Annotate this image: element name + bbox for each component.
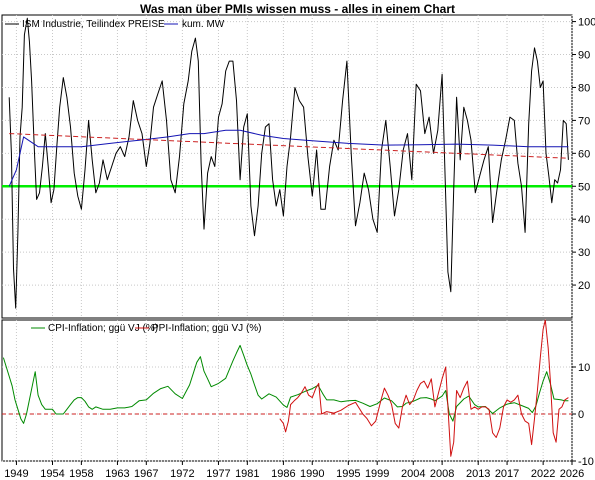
series-line-0-0 <box>8 17 569 309</box>
y-tick-label: 10 <box>578 362 590 374</box>
x-tick-label: 1958 <box>69 468 93 480</box>
y-tick-label: 50 <box>578 181 590 193</box>
x-tick-label: 1981 <box>235 468 259 480</box>
y-tick-label: 80 <box>578 82 590 94</box>
y-tick-label: 90 <box>578 50 590 62</box>
y-tick-label: 20 <box>578 280 590 292</box>
x-tick-label: 1977 <box>206 468 230 480</box>
y-tick-label: 70 <box>578 115 590 127</box>
y-tick-label: 100 <box>578 17 595 29</box>
x-tick-label: 1995 <box>336 468 360 480</box>
series-line-1-0 <box>2 344 569 424</box>
trend-line <box>9 133 569 159</box>
x-tick-label: 2008 <box>430 468 454 480</box>
legend-label: CPI-Inflation; ggü VJ (%) <box>48 323 158 334</box>
legend-label: PPI-Inflation; ggü VJ (%) <box>152 323 262 334</box>
y-tick-label: 0 <box>578 409 584 421</box>
x-tick-label: 1949 <box>4 468 28 480</box>
chart-title: Was man über PMIs wissen muss - alles in… <box>140 2 455 16</box>
y-tick-label: 30 <box>578 247 590 259</box>
legend-label: kum. MW <box>182 19 225 30</box>
pmi-panel: 20 30 40 50 60 70 80 90 100 ISM Industrie, Teilin… <box>1 14 595 319</box>
x-tick-label: 1972 <box>170 468 194 480</box>
y-tick-label: 40 <box>578 214 590 226</box>
series-line-0-1 <box>8 129 569 187</box>
x-tick-label: 2004 <box>401 468 425 480</box>
x-tick-label: 1999 <box>365 468 389 480</box>
x-tick-label: 2026 <box>560 468 584 480</box>
x-axis: 1949 1954 1958 1963 1967 1972 1977 1981 1986 1990… <box>4 461 584 480</box>
series-line-1-1 <box>279 319 569 457</box>
x-tick-label: 1967 <box>134 468 158 480</box>
y-tick-label: 60 <box>578 148 590 160</box>
legend-label: ISM Industrie, Teilindex PREISE <box>22 19 165 30</box>
x-tick-label: 1990 <box>300 468 324 480</box>
x-tick-label: 1986 <box>271 468 295 480</box>
x-tick-label: 2017 <box>495 468 519 480</box>
y-tick-label: -10 <box>578 456 594 468</box>
inflation-panel-frame <box>1 319 573 462</box>
inflation-panel: -10 0 10 CPI-Inflation; ggü VJ (%)PPI-Infla… <box>1 319 594 468</box>
x-tick-label: 2022 <box>531 468 555 480</box>
x-tick-label: 2013 <box>466 468 490 480</box>
x-tick-label: 1963 <box>105 468 129 480</box>
x-tick-label: 1954 <box>40 468 64 480</box>
